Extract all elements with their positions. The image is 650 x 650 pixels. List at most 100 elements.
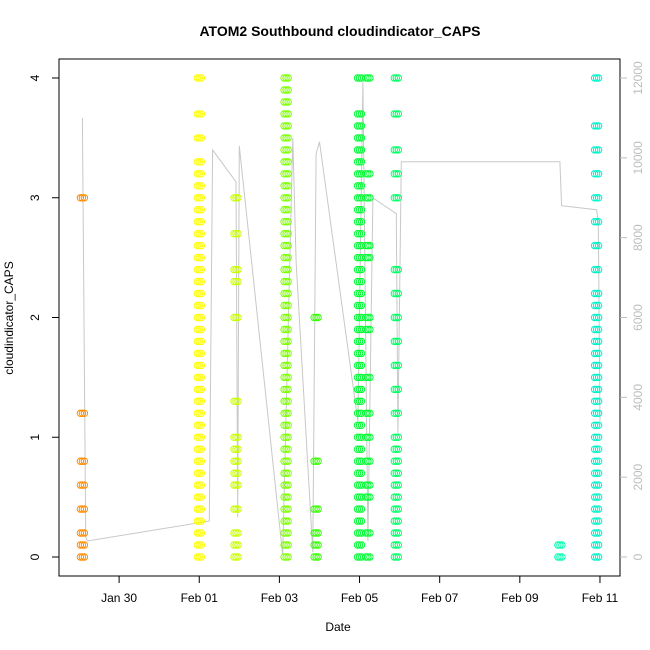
data-point bbox=[592, 409, 601, 417]
data-point bbox=[590, 385, 599, 394]
data-point bbox=[282, 325, 290, 334]
data-point bbox=[195, 110, 204, 118]
data-point bbox=[357, 505, 366, 513]
data-point bbox=[284, 457, 292, 465]
data-point bbox=[284, 241, 292, 250]
data-point bbox=[197, 433, 206, 441]
data-point bbox=[310, 529, 318, 537]
data-point bbox=[230, 481, 238, 489]
y2-tick-label: 12000 bbox=[631, 61, 645, 95]
y2-tick-label: 2000 bbox=[631, 463, 645, 490]
data-point bbox=[357, 146, 366, 154]
data-point bbox=[357, 337, 366, 346]
data-point bbox=[312, 541, 320, 549]
data-point bbox=[357, 517, 366, 525]
data-point bbox=[195, 206, 204, 214]
data-point bbox=[590, 265, 599, 274]
data-point bbox=[590, 505, 599, 513]
data-point bbox=[554, 541, 562, 549]
data-point bbox=[232, 433, 240, 441]
data-point bbox=[314, 457, 322, 465]
data-point bbox=[558, 553, 566, 561]
data-point bbox=[390, 74, 398, 82]
data-point bbox=[230, 313, 238, 322]
data-point bbox=[282, 134, 290, 142]
data-point bbox=[193, 194, 202, 202]
data-point bbox=[390, 457, 398, 465]
data-point bbox=[282, 529, 290, 537]
data-point bbox=[193, 325, 202, 334]
data-point bbox=[230, 469, 238, 477]
data-point bbox=[195, 505, 204, 513]
data-point bbox=[590, 409, 599, 417]
data-point bbox=[355, 541, 364, 549]
data-point bbox=[590, 493, 599, 501]
data-point bbox=[280, 541, 288, 549]
data-point bbox=[284, 230, 292, 238]
data-point bbox=[592, 349, 601, 358]
data-point bbox=[357, 122, 366, 130]
data-point bbox=[232, 445, 240, 453]
data-point bbox=[592, 445, 601, 453]
data-point bbox=[590, 481, 599, 489]
data-point bbox=[353, 134, 362, 142]
data-point bbox=[594, 409, 603, 417]
data-point bbox=[394, 457, 402, 465]
data-point bbox=[197, 218, 206, 226]
data-point bbox=[394, 493, 402, 501]
data-point bbox=[394, 445, 402, 453]
data-point bbox=[366, 313, 374, 322]
data-point bbox=[357, 230, 366, 238]
data-point bbox=[310, 505, 318, 513]
data-point bbox=[592, 146, 601, 154]
data-point bbox=[390, 529, 398, 537]
data-point bbox=[362, 313, 370, 322]
data-point bbox=[197, 206, 206, 214]
data-point bbox=[280, 277, 288, 286]
data-point bbox=[280, 301, 288, 310]
data-point bbox=[355, 361, 364, 370]
data-point bbox=[364, 194, 372, 202]
data-point bbox=[357, 301, 366, 310]
data-point bbox=[590, 241, 599, 250]
data-point bbox=[280, 481, 288, 489]
data-point bbox=[234, 313, 242, 322]
data-point bbox=[392, 110, 400, 118]
data-point bbox=[230, 277, 238, 286]
data-point bbox=[195, 241, 204, 250]
data-point bbox=[592, 313, 601, 322]
scatter-series-8 bbox=[554, 541, 566, 561]
data-point bbox=[590, 553, 599, 561]
data-point bbox=[282, 122, 290, 130]
data-point bbox=[554, 553, 562, 561]
data-point bbox=[590, 337, 599, 346]
data-point bbox=[594, 337, 603, 346]
data-point bbox=[76, 194, 85, 202]
data-point bbox=[232, 553, 240, 561]
data-point bbox=[282, 194, 290, 202]
data-point bbox=[357, 134, 366, 142]
data-point bbox=[197, 277, 206, 286]
data-point bbox=[280, 529, 288, 537]
data-point bbox=[592, 194, 601, 202]
data-point bbox=[594, 469, 603, 477]
data-point bbox=[353, 529, 362, 537]
data-point bbox=[592, 325, 601, 334]
data-point bbox=[364, 457, 372, 465]
data-point bbox=[390, 337, 398, 346]
data-point bbox=[366, 481, 374, 489]
data-point bbox=[197, 313, 206, 322]
data-point bbox=[230, 433, 238, 441]
data-point bbox=[592, 481, 601, 489]
data-point bbox=[76, 409, 85, 417]
data-point bbox=[282, 182, 290, 190]
data-point bbox=[280, 469, 288, 477]
data-point bbox=[284, 122, 292, 130]
data-point bbox=[362, 170, 370, 178]
data-point bbox=[280, 349, 288, 358]
data-point bbox=[282, 397, 290, 405]
data-point bbox=[197, 373, 206, 382]
data-point bbox=[284, 553, 292, 561]
data-point bbox=[80, 409, 89, 417]
data-point bbox=[280, 505, 288, 513]
